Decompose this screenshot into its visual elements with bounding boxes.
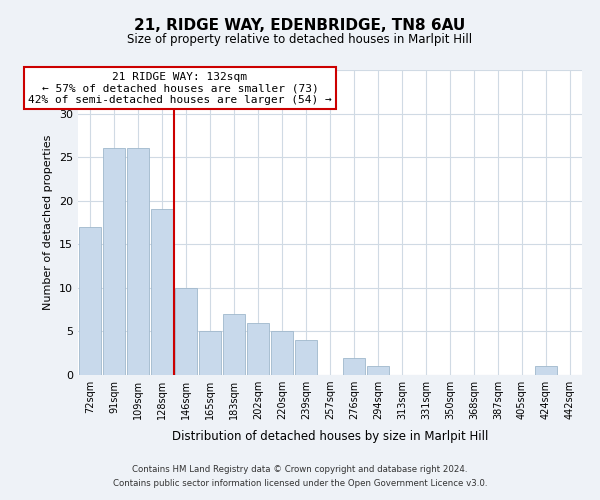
Bar bbox=[199, 332, 221, 375]
Bar bbox=[271, 332, 293, 375]
Bar bbox=[223, 314, 245, 375]
Text: 21, RIDGE WAY, EDENBRIDGE, TN8 6AU: 21, RIDGE WAY, EDENBRIDGE, TN8 6AU bbox=[134, 18, 466, 32]
Bar bbox=[175, 288, 197, 375]
Bar bbox=[151, 210, 173, 375]
Text: Size of property relative to detached houses in Marlpit Hill: Size of property relative to detached ho… bbox=[127, 32, 473, 46]
Text: Contains HM Land Registry data © Crown copyright and database right 2024.
Contai: Contains HM Land Registry data © Crown c… bbox=[113, 466, 487, 487]
X-axis label: Distribution of detached houses by size in Marlpit Hill: Distribution of detached houses by size … bbox=[172, 430, 488, 444]
Bar bbox=[103, 148, 125, 375]
Bar bbox=[367, 366, 389, 375]
Bar bbox=[79, 227, 101, 375]
Y-axis label: Number of detached properties: Number of detached properties bbox=[43, 135, 53, 310]
Text: 21 RIDGE WAY: 132sqm
← 57% of detached houses are smaller (73)
42% of semi-detac: 21 RIDGE WAY: 132sqm ← 57% of detached h… bbox=[28, 72, 332, 105]
Bar bbox=[127, 148, 149, 375]
Bar bbox=[343, 358, 365, 375]
Bar bbox=[535, 366, 557, 375]
Bar bbox=[247, 322, 269, 375]
Bar bbox=[295, 340, 317, 375]
